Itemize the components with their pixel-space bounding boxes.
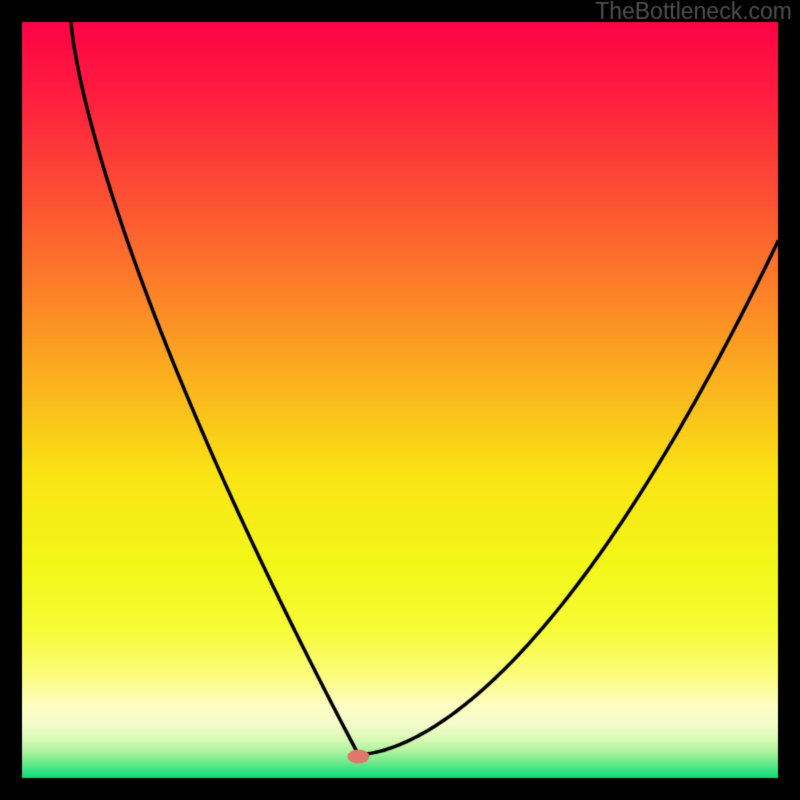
bottleneck-chart (0, 0, 800, 800)
